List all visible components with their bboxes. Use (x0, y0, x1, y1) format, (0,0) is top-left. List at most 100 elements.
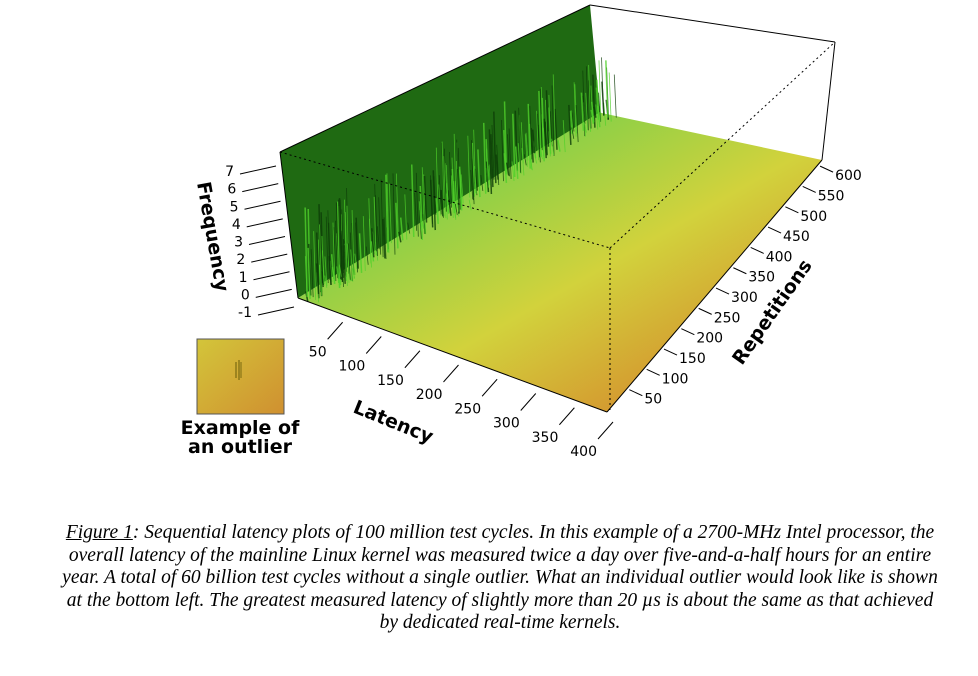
frequency-spike (512, 113, 516, 178)
frequency-spike (541, 114, 545, 152)
frequency-spike (557, 139, 561, 152)
frequency-tick (244, 200, 281, 210)
frequency-spike (583, 122, 587, 133)
frequency-spike (608, 72, 612, 122)
frequency-spike (395, 202, 399, 249)
frequency-spike (365, 246, 369, 265)
repetitions-tick-label: 350 (748, 270, 775, 286)
frequency-spike (319, 224, 322, 296)
frequency-spike (514, 146, 519, 179)
frequency-spike (480, 175, 484, 191)
frequency-spike (543, 118, 547, 159)
frequency-spike (423, 175, 428, 223)
frequency-spike (554, 108, 558, 150)
frequency-spike (571, 127, 575, 139)
frequency-spike (551, 85, 555, 156)
frequency-spike (453, 133, 457, 212)
frequency-tick (253, 271, 290, 281)
frequency-spike (521, 148, 525, 176)
frequency-spike (342, 239, 346, 284)
inset-label-line1: Example of (180, 417, 300, 439)
latency-tick (404, 350, 421, 369)
frequency-spike (435, 147, 439, 221)
frequency-spike (454, 203, 458, 216)
frequency-spike (451, 157, 455, 210)
frequency-spike (580, 92, 585, 131)
latency-tick (443, 364, 459, 383)
latency-tick-label: 50 (309, 344, 327, 360)
frequency-spike (347, 243, 351, 280)
frequency-spike (531, 129, 536, 154)
frequency-spike (370, 241, 375, 262)
repetitions-tick (663, 348, 678, 356)
frequency-spike (375, 195, 378, 256)
frequency-spike (485, 161, 490, 193)
frequency-spike (378, 197, 382, 255)
frequency-tick-label: 0 (241, 287, 250, 303)
frequency-spike (371, 228, 375, 258)
repetitions-tick-label: 450 (783, 229, 810, 245)
frequency-spike (336, 201, 341, 289)
frequency-tick-label: 1 (239, 270, 248, 286)
repetitions-tick-label: 250 (714, 310, 741, 326)
frequency-spike (598, 92, 602, 122)
frequency-spike (418, 210, 422, 239)
frequency-spike (338, 264, 342, 277)
frequency-spike (315, 263, 320, 294)
frequency-spike (537, 113, 540, 158)
frequency-spike (474, 168, 478, 191)
repetitions-tick (715, 287, 730, 295)
frequency-spike (423, 174, 427, 235)
frequency-spike (575, 105, 579, 143)
frequency-spike (569, 110, 573, 134)
repetitions-tick (646, 368, 660, 376)
frequency-spike (388, 183, 392, 244)
surface-floor (298, 112, 822, 412)
frequency-spike (482, 122, 487, 194)
frequency-spike (570, 110, 574, 135)
frequency-spike (495, 154, 499, 180)
frequency-spike (449, 151, 452, 208)
frequency-spike (552, 74, 556, 141)
frequency-spike (523, 154, 527, 166)
bounding-box (279, 4, 836, 413)
frequency-spike (362, 216, 366, 271)
frequency-spike (330, 254, 335, 279)
figure-label: Figure 1 (65, 522, 133, 543)
frequency-spike (537, 124, 541, 163)
frequency-spike (444, 163, 448, 220)
frequency-spike (585, 66, 589, 131)
frequency-spike (457, 147, 461, 210)
frequency-spike (443, 148, 447, 212)
frequency-spike (415, 172, 419, 237)
frequency-spike (340, 230, 344, 274)
frequency-spike (574, 84, 578, 134)
repetitions-tick (802, 185, 816, 193)
frequency-spike (544, 121, 548, 156)
latency-tick-label: 400 (570, 444, 597, 460)
frequency-tick (257, 306, 295, 316)
frequency-tick-label: 4 (232, 217, 241, 233)
frequency-tick (248, 236, 286, 245)
frequency-spike (511, 161, 515, 181)
frequency-spike (530, 127, 534, 163)
frequency-spike (503, 153, 508, 183)
outlier-inset-label: Example of an outlier (170, 419, 310, 457)
latency-tick-label: 150 (377, 373, 404, 389)
frequency-spike (355, 217, 359, 269)
frequency-spike (369, 218, 372, 268)
frequency-spike (598, 60, 602, 122)
latency-tick (597, 421, 614, 440)
latency-tick-label: 100 (339, 359, 366, 375)
frequency-spike (447, 190, 451, 214)
frequency-spike (376, 226, 380, 250)
frequency-spike (382, 218, 386, 259)
frequency-axis: -1 01 23 4 56 7 (225, 164, 295, 321)
figure-caption: Figure 1: Sequential latency plots of 10… (60, 522, 940, 635)
frequency-spike (517, 143, 521, 173)
frequency-spike (373, 196, 378, 256)
frequency-spike (493, 111, 497, 184)
repetitions-tick-label: 500 (800, 209, 827, 225)
frequency-spike (585, 92, 589, 130)
frequency-spike (505, 162, 510, 176)
